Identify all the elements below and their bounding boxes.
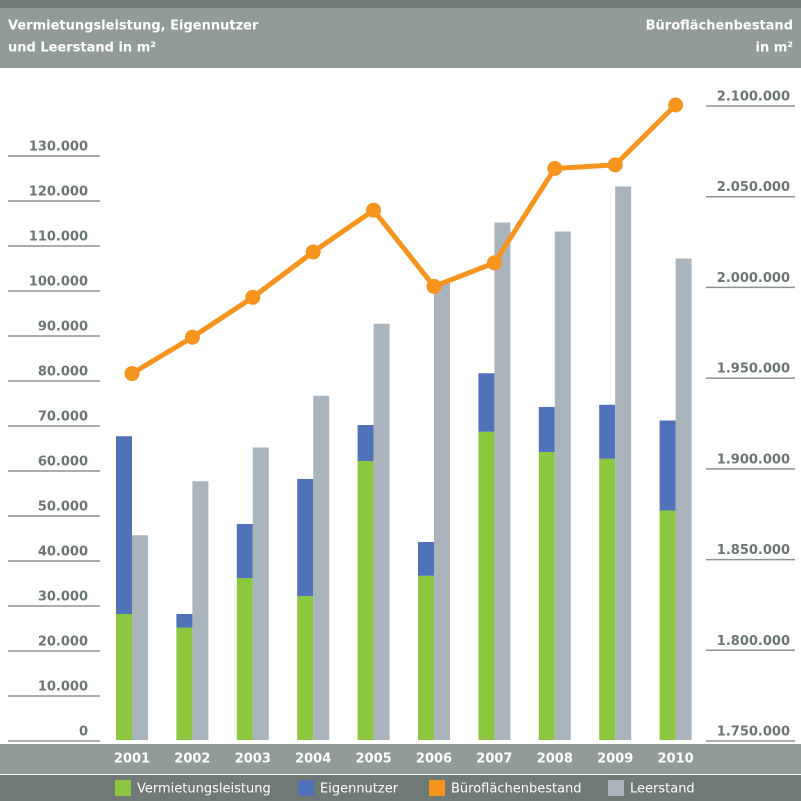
y-tick-label: 40.000: [38, 545, 88, 560]
x-tick-label: 2003: [235, 752, 271, 767]
x-tick-label: 2008: [537, 752, 573, 767]
bar: [659, 510, 676, 740]
y2-tick-label: 2.050.000: [717, 180, 790, 195]
header-stripe: [0, 0, 801, 8]
bar: [599, 458, 616, 740]
y-tick-label: 20.000: [38, 635, 88, 650]
legend-band: [0, 775, 801, 801]
y-axis-label: Vermietungsleistung, Eigennutzer: [8, 19, 259, 34]
y2-tick-label: 2.100.000: [717, 90, 790, 105]
bar: [554, 231, 571, 740]
legend-label: Eigennutzer: [320, 782, 399, 797]
line-point: [547, 161, 563, 176]
line-point: [668, 97, 684, 113]
line-point: [305, 244, 321, 260]
y2-tick-label: 1.950.000: [717, 362, 790, 377]
bar: [478, 373, 495, 432]
bar: [176, 614, 193, 628]
x-tick-label: 2005: [356, 752, 392, 767]
line-point: [245, 289, 261, 305]
y-tick-label: 70.000: [38, 410, 88, 425]
bar: [297, 479, 314, 596]
line-point: [607, 157, 623, 173]
x-tick-label: 2001: [114, 752, 150, 767]
bar: [132, 535, 148, 740]
bar: [236, 578, 253, 740]
bar: [478, 431, 495, 740]
bar: [116, 614, 132, 740]
line-point: [184, 329, 200, 345]
y2-tick-label: 1.800.000: [717, 634, 790, 649]
y-tick-label: 30.000: [38, 590, 88, 605]
y-tick-label: 10.000: [38, 680, 88, 695]
bar: [357, 461, 374, 740]
bar: [615, 186, 632, 740]
bar: [434, 281, 450, 740]
bar: [599, 404, 616, 459]
legend-label: Vermietungsleistung: [137, 782, 271, 797]
bar: [418, 575, 434, 740]
y-tick-label: 80.000: [38, 365, 88, 380]
y-tick-label: 100.000: [29, 275, 88, 290]
y-tick-label: 50.000: [38, 500, 88, 515]
y2-axis-label: in m²: [756, 41, 793, 56]
bar: [538, 452, 555, 740]
bar: [176, 627, 193, 740]
x-tick-label: 2009: [597, 752, 633, 767]
legend-swatch: [608, 780, 624, 796]
bar: [357, 425, 374, 461]
legend-label: Büroflächenbestand: [451, 782, 582, 797]
bar: [418, 542, 434, 576]
y-tick-label: 90.000: [38, 320, 88, 335]
bar: [192, 481, 209, 740]
bar: [538, 407, 555, 452]
legend-swatch: [429, 780, 445, 796]
x-tick-label: 2007: [476, 752, 512, 767]
x-axis-band: [0, 744, 801, 774]
x-tick-label: 2006: [416, 752, 452, 767]
y-tick-label: 120.000: [29, 185, 88, 200]
line-point: [486, 255, 502, 271]
bar: [236, 524, 253, 578]
line-point: [426, 278, 442, 294]
bar: [659, 420, 676, 511]
line: [130, 103, 678, 376]
bar: [675, 258, 692, 740]
line-point: [124, 366, 140, 382]
legend-label: Leerstand: [630, 782, 695, 797]
y-tick-label: 60.000: [38, 455, 88, 470]
y-tick-label: 0: [79, 725, 88, 740]
y2-tick-label: 1.850.000: [717, 543, 790, 558]
legend-swatch: [298, 780, 314, 796]
x-tick-label: 2010: [658, 752, 694, 767]
y2-tick-label: 1.750.000: [717, 725, 790, 740]
header-band: [0, 0, 801, 68]
bar: [297, 596, 314, 740]
line-point: [366, 202, 382, 218]
legend-swatch: [115, 780, 131, 796]
y-axis-label: und Leerstand in m²: [8, 41, 156, 56]
bar: [252, 447, 269, 740]
x-tick-label: 2004: [295, 752, 331, 767]
y-tick-label: 130.000: [29, 140, 88, 155]
bar: [313, 395, 330, 740]
y2-tick-label: 2.000.000: [717, 271, 790, 286]
y2-tick-label: 1.900.000: [717, 452, 790, 467]
x-tick-label: 2002: [174, 752, 210, 767]
y-tick-label: 110.000: [29, 230, 88, 245]
bar: [116, 436, 132, 614]
bar: [494, 222, 511, 740]
bar: [373, 323, 390, 740]
y2-axis-label: Büroflächenbestand: [646, 19, 793, 34]
